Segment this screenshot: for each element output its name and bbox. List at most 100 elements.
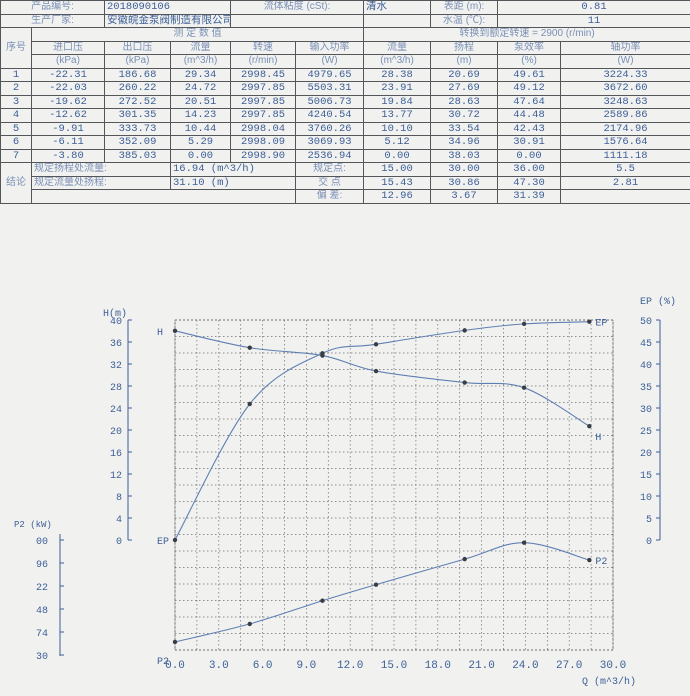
pump-test-table: 产品编号: 2018090106 流体粘度 (cSt): 清水 表距 (m): … <box>0 0 690 204</box>
table-cell: 2997.85 <box>231 82 296 96</box>
manufacturer-label: 生产厂家: <box>1 14 105 28</box>
conclusion-row-1: 结论 规定扬程处流量: 16.94 (m^3/h) 规定点: 15.00 30.… <box>1 163 690 177</box>
column-unit: (%) <box>498 55 561 69</box>
table-cell: -9.91 <box>32 122 105 136</box>
rated-head-flow-value: 16.94 (m^3/h) <box>171 163 296 177</box>
table-cell: 186.68 <box>105 68 171 82</box>
row-index: 7 <box>1 149 32 163</box>
gauge-distance-value: 0.81 <box>498 1 690 15</box>
ep-axis-tick-label: 50 <box>640 317 652 328</box>
table-cell: 30.91 <box>498 136 561 150</box>
column-unit: (W) <box>561 55 690 69</box>
spec-point-label: 规定点: <box>296 163 364 177</box>
column-header: 输入功率 <box>296 41 364 55</box>
series-p2-point <box>374 582 378 586</box>
series-h-curve <box>175 331 589 426</box>
ep-axis-tick-label: 25 <box>640 427 652 438</box>
row-index: 6 <box>1 136 32 150</box>
power-axis-tick-label: 22 <box>36 583 48 594</box>
ep-axis-tick-label: 0 <box>646 537 652 548</box>
table-cell: 49.61 <box>498 68 561 82</box>
series-ep-curve <box>175 322 589 540</box>
table-cell: 1576.64 <box>561 136 690 150</box>
column-name-row: 进口压出口压流量转速输入功率流量扬程泵效率轴功率 <box>1 41 690 55</box>
table-cell: 24.72 <box>171 82 231 96</box>
header-blank-1 <box>231 14 364 28</box>
table-cell: 5.12 <box>364 136 431 150</box>
table-cell: 2536.94 <box>296 149 364 163</box>
h-axis-tick-label: 32 <box>110 361 122 372</box>
rated-head-flow-label: 规定扬程处流量: <box>32 163 171 177</box>
chart-axes <box>60 320 660 656</box>
h-axis-tick-label: 24 <box>110 405 122 416</box>
chart-grid <box>175 320 613 650</box>
column-header: 进口压 <box>32 41 105 55</box>
table-cell: 2998.04 <box>231 122 296 136</box>
intersection-head: 30.86 <box>431 176 498 190</box>
table-cell: 38.03 <box>431 149 498 163</box>
h-axis-tick-label: 4 <box>116 515 122 526</box>
series-h-point <box>522 386 526 390</box>
conclusion-blank <box>32 190 296 204</box>
x-axis-tick-label: 6.0 <box>253 660 273 672</box>
series-ep-start-label: EP <box>157 537 169 548</box>
ep-axis-title: EP (%) <box>640 296 676 308</box>
table-cell: 3760.26 <box>296 122 364 136</box>
table-cell: 3672.60 <box>561 82 690 96</box>
water-temp-label: 水温 (℃): <box>431 14 498 28</box>
x-axis-tick-label: 9.0 <box>296 660 316 672</box>
column-header: 泵效率 <box>498 41 561 55</box>
series-h-start-label: H <box>157 328 163 339</box>
table-cell: 29.34 <box>171 68 231 82</box>
series-ep-point <box>587 320 591 324</box>
viscosity-label: 流体粘度 (cSt): <box>231 1 364 15</box>
series-ep-point <box>248 402 252 406</box>
group-title-row: 序号 测 定 数 值 转换到额定转速 = 2900 (r/min) <box>1 28 690 42</box>
table-cell: 5503.31 <box>296 82 364 96</box>
ep-axis-tick-label: 35 <box>640 383 652 394</box>
table-cell: 333.73 <box>105 122 171 136</box>
table-cell: 10.10 <box>364 122 431 136</box>
table-cell: 5006.73 <box>296 95 364 109</box>
ep-axis-tick-label: 45 <box>640 339 652 350</box>
index-header: 序号 <box>1 28 32 69</box>
table-cell: 19.84 <box>364 95 431 109</box>
series-p2-point <box>173 640 177 644</box>
manufacturer-value: 安徽皖金泵阀制造有限公司 <box>105 14 231 28</box>
table-cell: 33.54 <box>431 122 498 136</box>
series-h-point <box>587 424 591 428</box>
ep-axis-tick-label: 10 <box>640 493 652 504</box>
row-index: 5 <box>1 122 32 136</box>
deviation-flow: 12.96 <box>364 190 431 204</box>
intersection-power: 2.81 <box>561 176 690 190</box>
table-cell: -12.62 <box>32 109 105 123</box>
table-cell: 2998.09 <box>231 136 296 150</box>
table-cell: 42.43 <box>498 122 561 136</box>
gauge-distance-label: 表距 (m): <box>431 1 498 15</box>
table-cell: -3.80 <box>32 149 105 163</box>
table-cell: 47.64 <box>498 95 561 109</box>
x-axis-tick-label: 12.0 <box>337 660 363 672</box>
column-unit: (kPa) <box>32 55 105 69</box>
spec-point-flow: 15.00 <box>364 163 431 177</box>
ep-axis-tick-label: 5 <box>646 515 652 526</box>
deviation-head: 3.67 <box>431 190 498 204</box>
series-h-end-label: H <box>595 433 601 444</box>
table-cell: 23.91 <box>364 82 431 96</box>
column-unit-row: (kPa)(kPa)(m^3/h)(r/min)(W)(m^3/h)(m)(%)… <box>1 55 690 69</box>
table-cell: 2589.86 <box>561 109 690 123</box>
rated-flow-head-value: 31.10 (m) <box>171 176 296 190</box>
x-axis-tick-label: 21.0 <box>468 660 494 672</box>
table-cell: 27.69 <box>431 82 498 96</box>
table-cell: 0.00 <box>171 149 231 163</box>
table-cell: 272.52 <box>105 95 171 109</box>
product-no-label: 产品编号: <box>1 1 105 15</box>
series-ep-point <box>173 538 177 542</box>
table-cell: 385.03 <box>105 149 171 163</box>
x-axis-tick-label: 24.0 <box>512 660 538 672</box>
table-cell: 14.23 <box>171 109 231 123</box>
table-cell: 3248.63 <box>561 95 690 109</box>
